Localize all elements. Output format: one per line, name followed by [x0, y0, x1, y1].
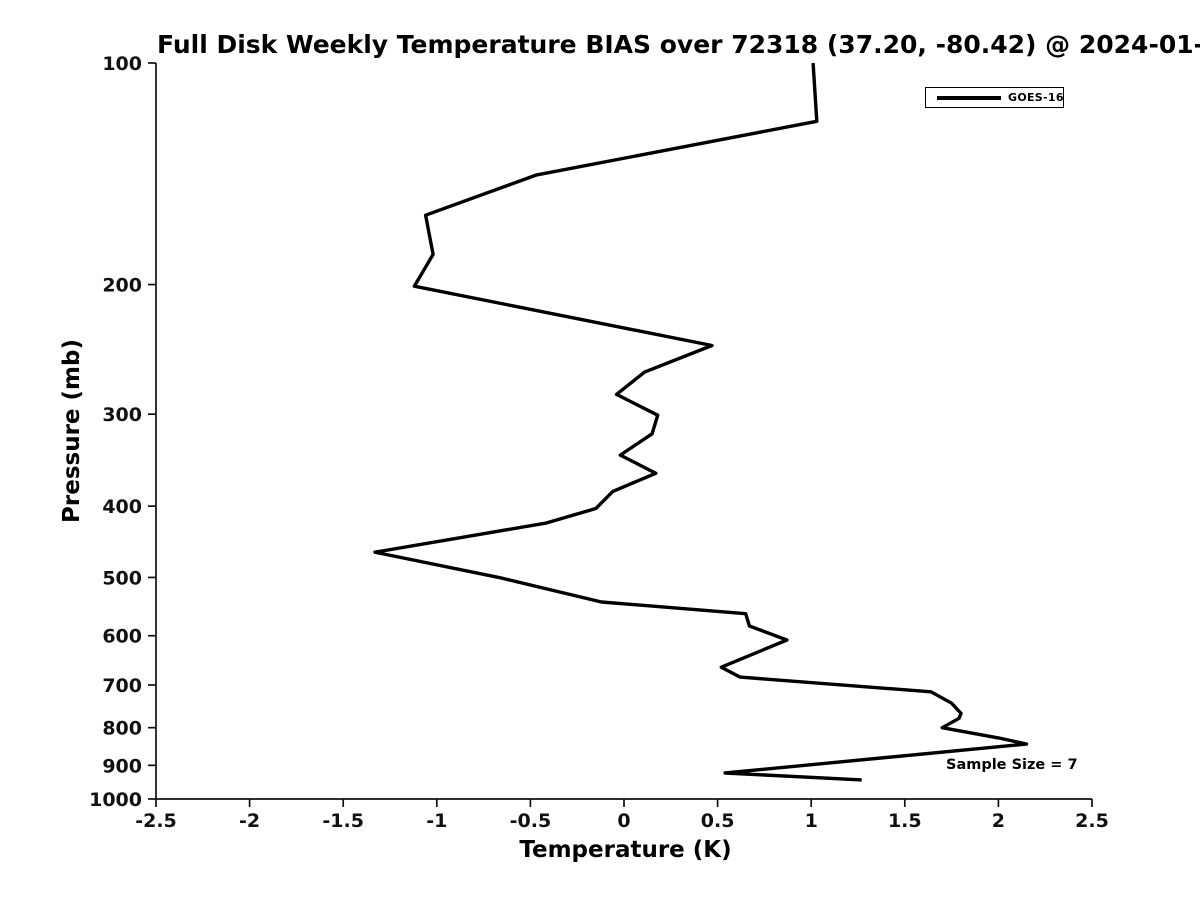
legend-line-sample-goes16 [937, 95, 1001, 100]
x-axis-tick-label: 2 [992, 810, 1005, 832]
x-axis-tick-label: 0.5 [701, 810, 735, 832]
legend: GOES-16 [925, 87, 1064, 108]
x-axis-tick-label: -2.5 [135, 810, 177, 832]
x-axis-tick-label: 1 [805, 810, 818, 832]
y-axis-tick-label: 200 [102, 275, 142, 297]
x-axis-tick-label: 2.5 [1075, 810, 1109, 832]
chart-title: Full Disk Weekly Temperature BIAS over 7… [157, 30, 1200, 59]
axes-spines [155, 63, 1092, 800]
y-axis-tick-label: 700 [102, 675, 142, 697]
legend-label-goes16: GOES-16 [1008, 91, 1064, 104]
x-axis-tick-label: -1 [426, 810, 447, 832]
y-axis-tick-label: 300 [102, 404, 142, 426]
y-axis-tick-label: 600 [102, 626, 142, 648]
y-axis-tick-label: 800 [102, 718, 142, 740]
y-axis-tick-label: 400 [102, 496, 142, 518]
goes16-profile-line [373, 62, 1029, 782]
sample-size-annotation: Sample Size = 7 [946, 757, 1078, 773]
y-axis-tick-label: 100 [102, 53, 142, 75]
y-axis-tick-label: 1000 [89, 789, 142, 811]
x-axis-tick-label: -0.5 [510, 810, 552, 832]
y-axis-tick-label: 500 [102, 567, 142, 589]
x-axis-tick-label: 0 [617, 810, 630, 832]
x-axis-tick-label: -2 [239, 810, 260, 832]
x-axis-tick-label: 1.5 [888, 810, 922, 832]
x-axis-label: Temperature (K) [519, 837, 732, 863]
y-axis-tick-label: 900 [102, 755, 142, 777]
x-axis-tick-label: -1.5 [322, 810, 364, 832]
